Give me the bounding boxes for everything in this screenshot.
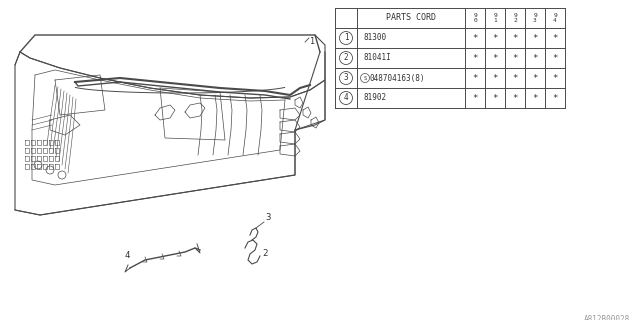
Text: *: * xyxy=(472,74,477,83)
Text: *: * xyxy=(492,53,498,62)
Text: *: * xyxy=(552,74,557,83)
Text: *: * xyxy=(492,93,498,102)
Text: *: * xyxy=(512,93,518,102)
Text: *: * xyxy=(492,74,498,83)
Text: 9
4: 9 4 xyxy=(553,13,557,23)
Text: *: * xyxy=(512,34,518,43)
Text: *: * xyxy=(552,34,557,43)
Text: *: * xyxy=(472,53,477,62)
Text: PARTS CORD: PARTS CORD xyxy=(386,13,436,22)
Text: 1: 1 xyxy=(344,34,348,43)
Text: *: * xyxy=(552,93,557,102)
Text: 4: 4 xyxy=(344,93,348,102)
Text: *: * xyxy=(532,53,538,62)
Text: S: S xyxy=(364,76,367,81)
Text: *: * xyxy=(472,34,477,43)
Text: *: * xyxy=(512,53,518,62)
Text: 81300: 81300 xyxy=(363,34,386,43)
Text: *: * xyxy=(552,53,557,62)
Text: 81902: 81902 xyxy=(363,93,386,102)
Text: 1: 1 xyxy=(310,37,315,46)
Text: 81041I: 81041I xyxy=(363,53,391,62)
Text: A812B00028: A812B00028 xyxy=(584,315,630,320)
Text: *: * xyxy=(512,74,518,83)
Text: 9
1: 9 1 xyxy=(493,13,497,23)
Text: *: * xyxy=(492,34,498,43)
Text: *: * xyxy=(532,34,538,43)
Text: 9
3: 9 3 xyxy=(533,13,537,23)
Text: 2: 2 xyxy=(262,249,268,258)
Text: *: * xyxy=(472,93,477,102)
Text: 3: 3 xyxy=(344,74,348,83)
Text: *: * xyxy=(532,93,538,102)
Text: 9
0: 9 0 xyxy=(473,13,477,23)
Text: 048704163(8): 048704163(8) xyxy=(370,74,426,83)
Text: 3: 3 xyxy=(265,213,270,222)
Text: 2: 2 xyxy=(344,53,348,62)
Text: 9
2: 9 2 xyxy=(513,13,517,23)
Text: *: * xyxy=(532,74,538,83)
Text: 4: 4 xyxy=(125,251,130,260)
